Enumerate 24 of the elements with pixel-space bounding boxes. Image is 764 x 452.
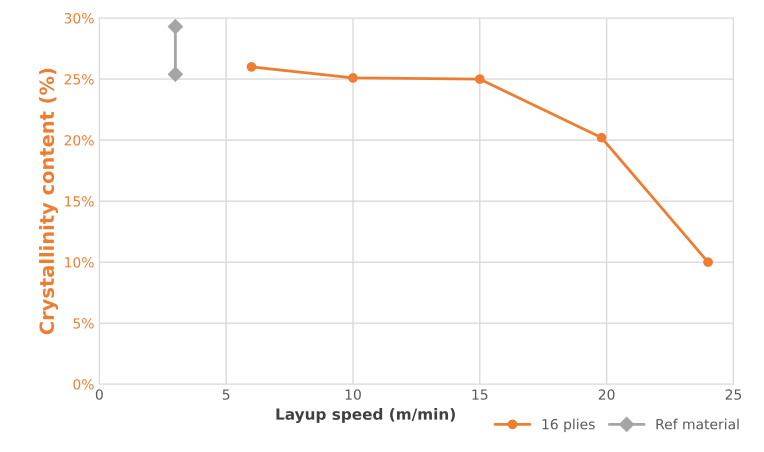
y-tick-label: 20% (64, 135, 94, 146)
x-tick-label: 25 (726, 389, 742, 400)
x-axis-title: Layup speed (m/min) (276, 408, 455, 423)
y-tick-label: 25% (64, 74, 94, 85)
legend-label: Ref material (656, 418, 739, 430)
x-tick-label: 10 (346, 389, 361, 400)
point (703, 257, 713, 268)
point (168, 19, 183, 34)
point (246, 62, 256, 72)
y-tick-label: 30% (64, 13, 94, 24)
legend-label: 16 plies (542, 418, 595, 432)
point (474, 74, 485, 84)
y-tick-label: 0% (73, 379, 94, 390)
x-tick-label: 20 (598, 389, 615, 400)
x-tick-label: 5 (222, 389, 230, 400)
y-tick-label: 10% (65, 257, 94, 268)
x-tick-label: 0 (96, 389, 103, 400)
point (168, 66, 183, 82)
point (348, 73, 358, 83)
y-tick-label: 15% (65, 196, 94, 207)
y-axis-title: Crystallinity content (%) (39, 68, 58, 334)
x-tick-label: 15 (472, 389, 488, 400)
y-tick-label: 5% (74, 318, 94, 329)
point (596, 132, 606, 143)
